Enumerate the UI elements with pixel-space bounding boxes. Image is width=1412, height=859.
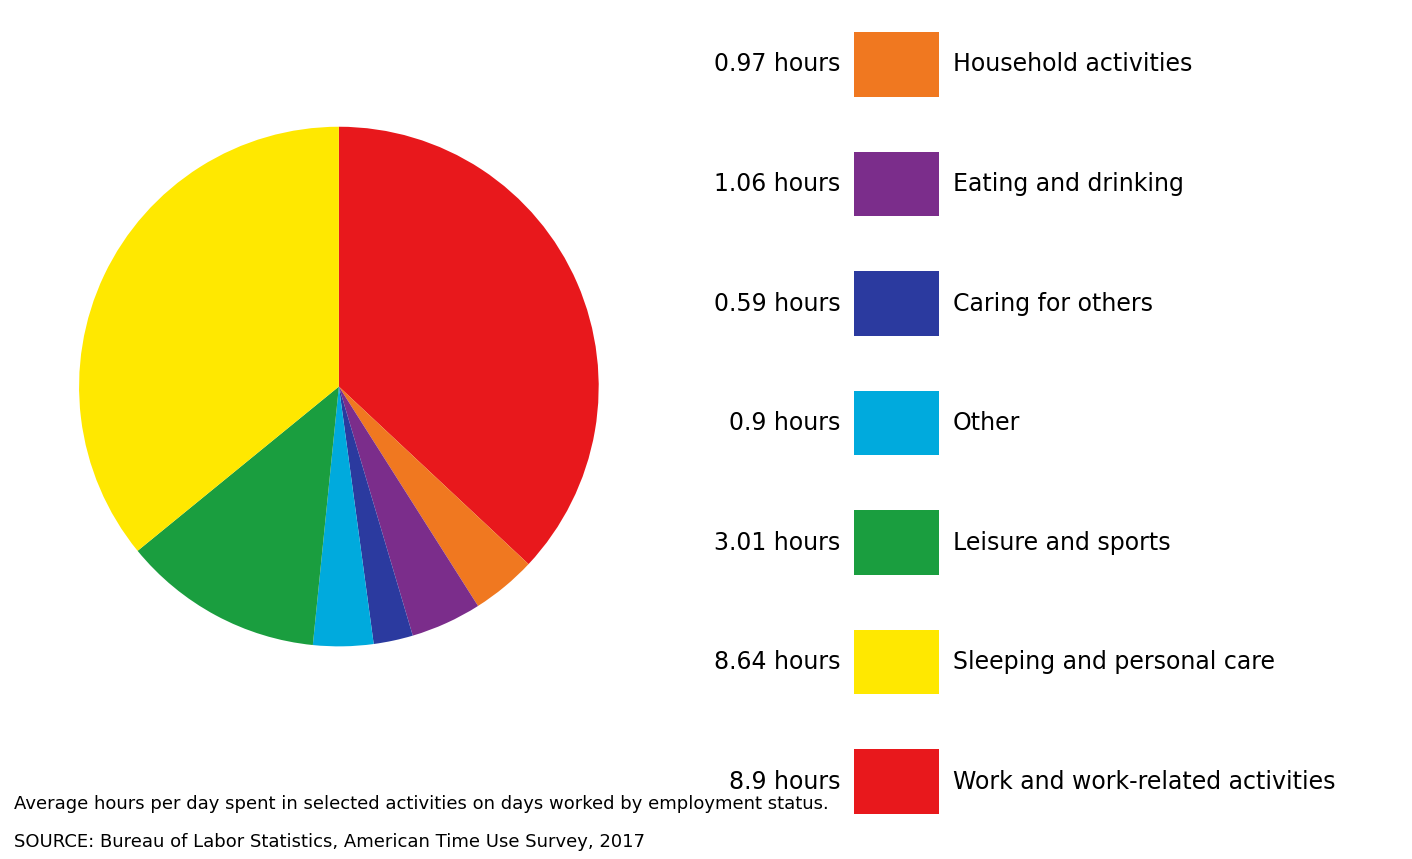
Wedge shape bbox=[137, 387, 339, 645]
Wedge shape bbox=[79, 127, 339, 551]
Wedge shape bbox=[339, 387, 412, 644]
Wedge shape bbox=[339, 387, 479, 636]
Text: Leisure and sports: Leisure and sports bbox=[953, 531, 1171, 555]
Text: Work and work-related activities: Work and work-related activities bbox=[953, 770, 1336, 794]
Text: 0.59 hours: 0.59 hours bbox=[713, 291, 840, 315]
Text: 1.06 hours: 1.06 hours bbox=[714, 172, 840, 196]
Text: Household activities: Household activities bbox=[953, 52, 1193, 76]
Text: 0.97 hours: 0.97 hours bbox=[713, 52, 840, 76]
Text: Other: Other bbox=[953, 411, 1021, 435]
Wedge shape bbox=[339, 387, 528, 606]
Text: 8.64 hours: 8.64 hours bbox=[713, 650, 840, 674]
Text: Sleeping and personal care: Sleeping and personal care bbox=[953, 650, 1275, 674]
Wedge shape bbox=[313, 387, 374, 646]
Text: 3.01 hours: 3.01 hours bbox=[714, 531, 840, 555]
Text: 8.9 hours: 8.9 hours bbox=[729, 770, 840, 794]
Text: Average hours per day spent in selected activities on days worked by employment : Average hours per day spent in selected … bbox=[14, 795, 829, 813]
Wedge shape bbox=[339, 127, 599, 564]
Text: Eating and drinking: Eating and drinking bbox=[953, 172, 1185, 196]
Text: Caring for others: Caring for others bbox=[953, 291, 1154, 315]
Text: SOURCE: Bureau of Labor Statistics, American Time Use Survey, 2017: SOURCE: Bureau of Labor Statistics, Amer… bbox=[14, 833, 645, 851]
Text: 0.9 hours: 0.9 hours bbox=[729, 411, 840, 435]
